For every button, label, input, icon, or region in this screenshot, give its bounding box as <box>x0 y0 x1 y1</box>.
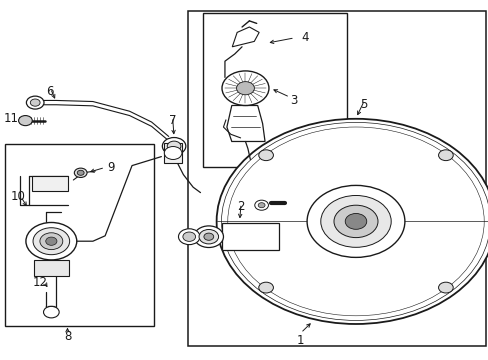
Bar <box>32 176 68 191</box>
Circle shape <box>33 228 69 255</box>
Text: 2: 2 <box>237 201 244 213</box>
Circle shape <box>30 99 40 106</box>
Circle shape <box>333 205 377 238</box>
Circle shape <box>194 226 223 248</box>
Circle shape <box>345 213 366 229</box>
Polygon shape <box>226 105 264 141</box>
Text: 1: 1 <box>296 334 304 347</box>
Circle shape <box>254 200 268 210</box>
Circle shape <box>74 168 87 177</box>
Circle shape <box>46 237 57 245</box>
Circle shape <box>183 232 195 242</box>
Circle shape <box>26 222 77 260</box>
Text: 12: 12 <box>33 276 47 289</box>
Text: 3: 3 <box>289 94 297 107</box>
Bar <box>163 143 182 163</box>
Circle shape <box>19 116 32 126</box>
Circle shape <box>306 185 404 257</box>
Circle shape <box>258 150 273 161</box>
Circle shape <box>258 203 264 208</box>
Circle shape <box>203 233 213 240</box>
Circle shape <box>258 282 273 293</box>
Text: 8: 8 <box>63 330 71 343</box>
Bar <box>222 223 278 250</box>
Circle shape <box>43 306 59 318</box>
Circle shape <box>167 141 181 151</box>
Circle shape <box>178 229 200 245</box>
Bar <box>5 144 154 326</box>
Circle shape <box>216 119 488 324</box>
Text: 10: 10 <box>11 190 26 203</box>
Text: 11: 11 <box>3 112 18 125</box>
Text: 5: 5 <box>360 98 367 111</box>
Circle shape <box>77 170 84 175</box>
Circle shape <box>438 282 452 293</box>
Circle shape <box>40 233 62 249</box>
Text: 4: 4 <box>301 31 308 44</box>
Circle shape <box>236 82 254 95</box>
Polygon shape <box>232 27 259 47</box>
Circle shape <box>26 96 44 109</box>
Bar <box>203 13 346 167</box>
Circle shape <box>222 71 268 105</box>
Text: 6: 6 <box>46 85 54 98</box>
Circle shape <box>438 150 452 161</box>
Circle shape <box>199 230 218 244</box>
Bar <box>188 11 485 346</box>
Bar <box>34 260 69 276</box>
Text: 9: 9 <box>107 161 115 174</box>
Circle shape <box>320 195 390 247</box>
Circle shape <box>164 147 182 159</box>
Text: 7: 7 <box>168 114 176 127</box>
Circle shape <box>162 138 185 155</box>
